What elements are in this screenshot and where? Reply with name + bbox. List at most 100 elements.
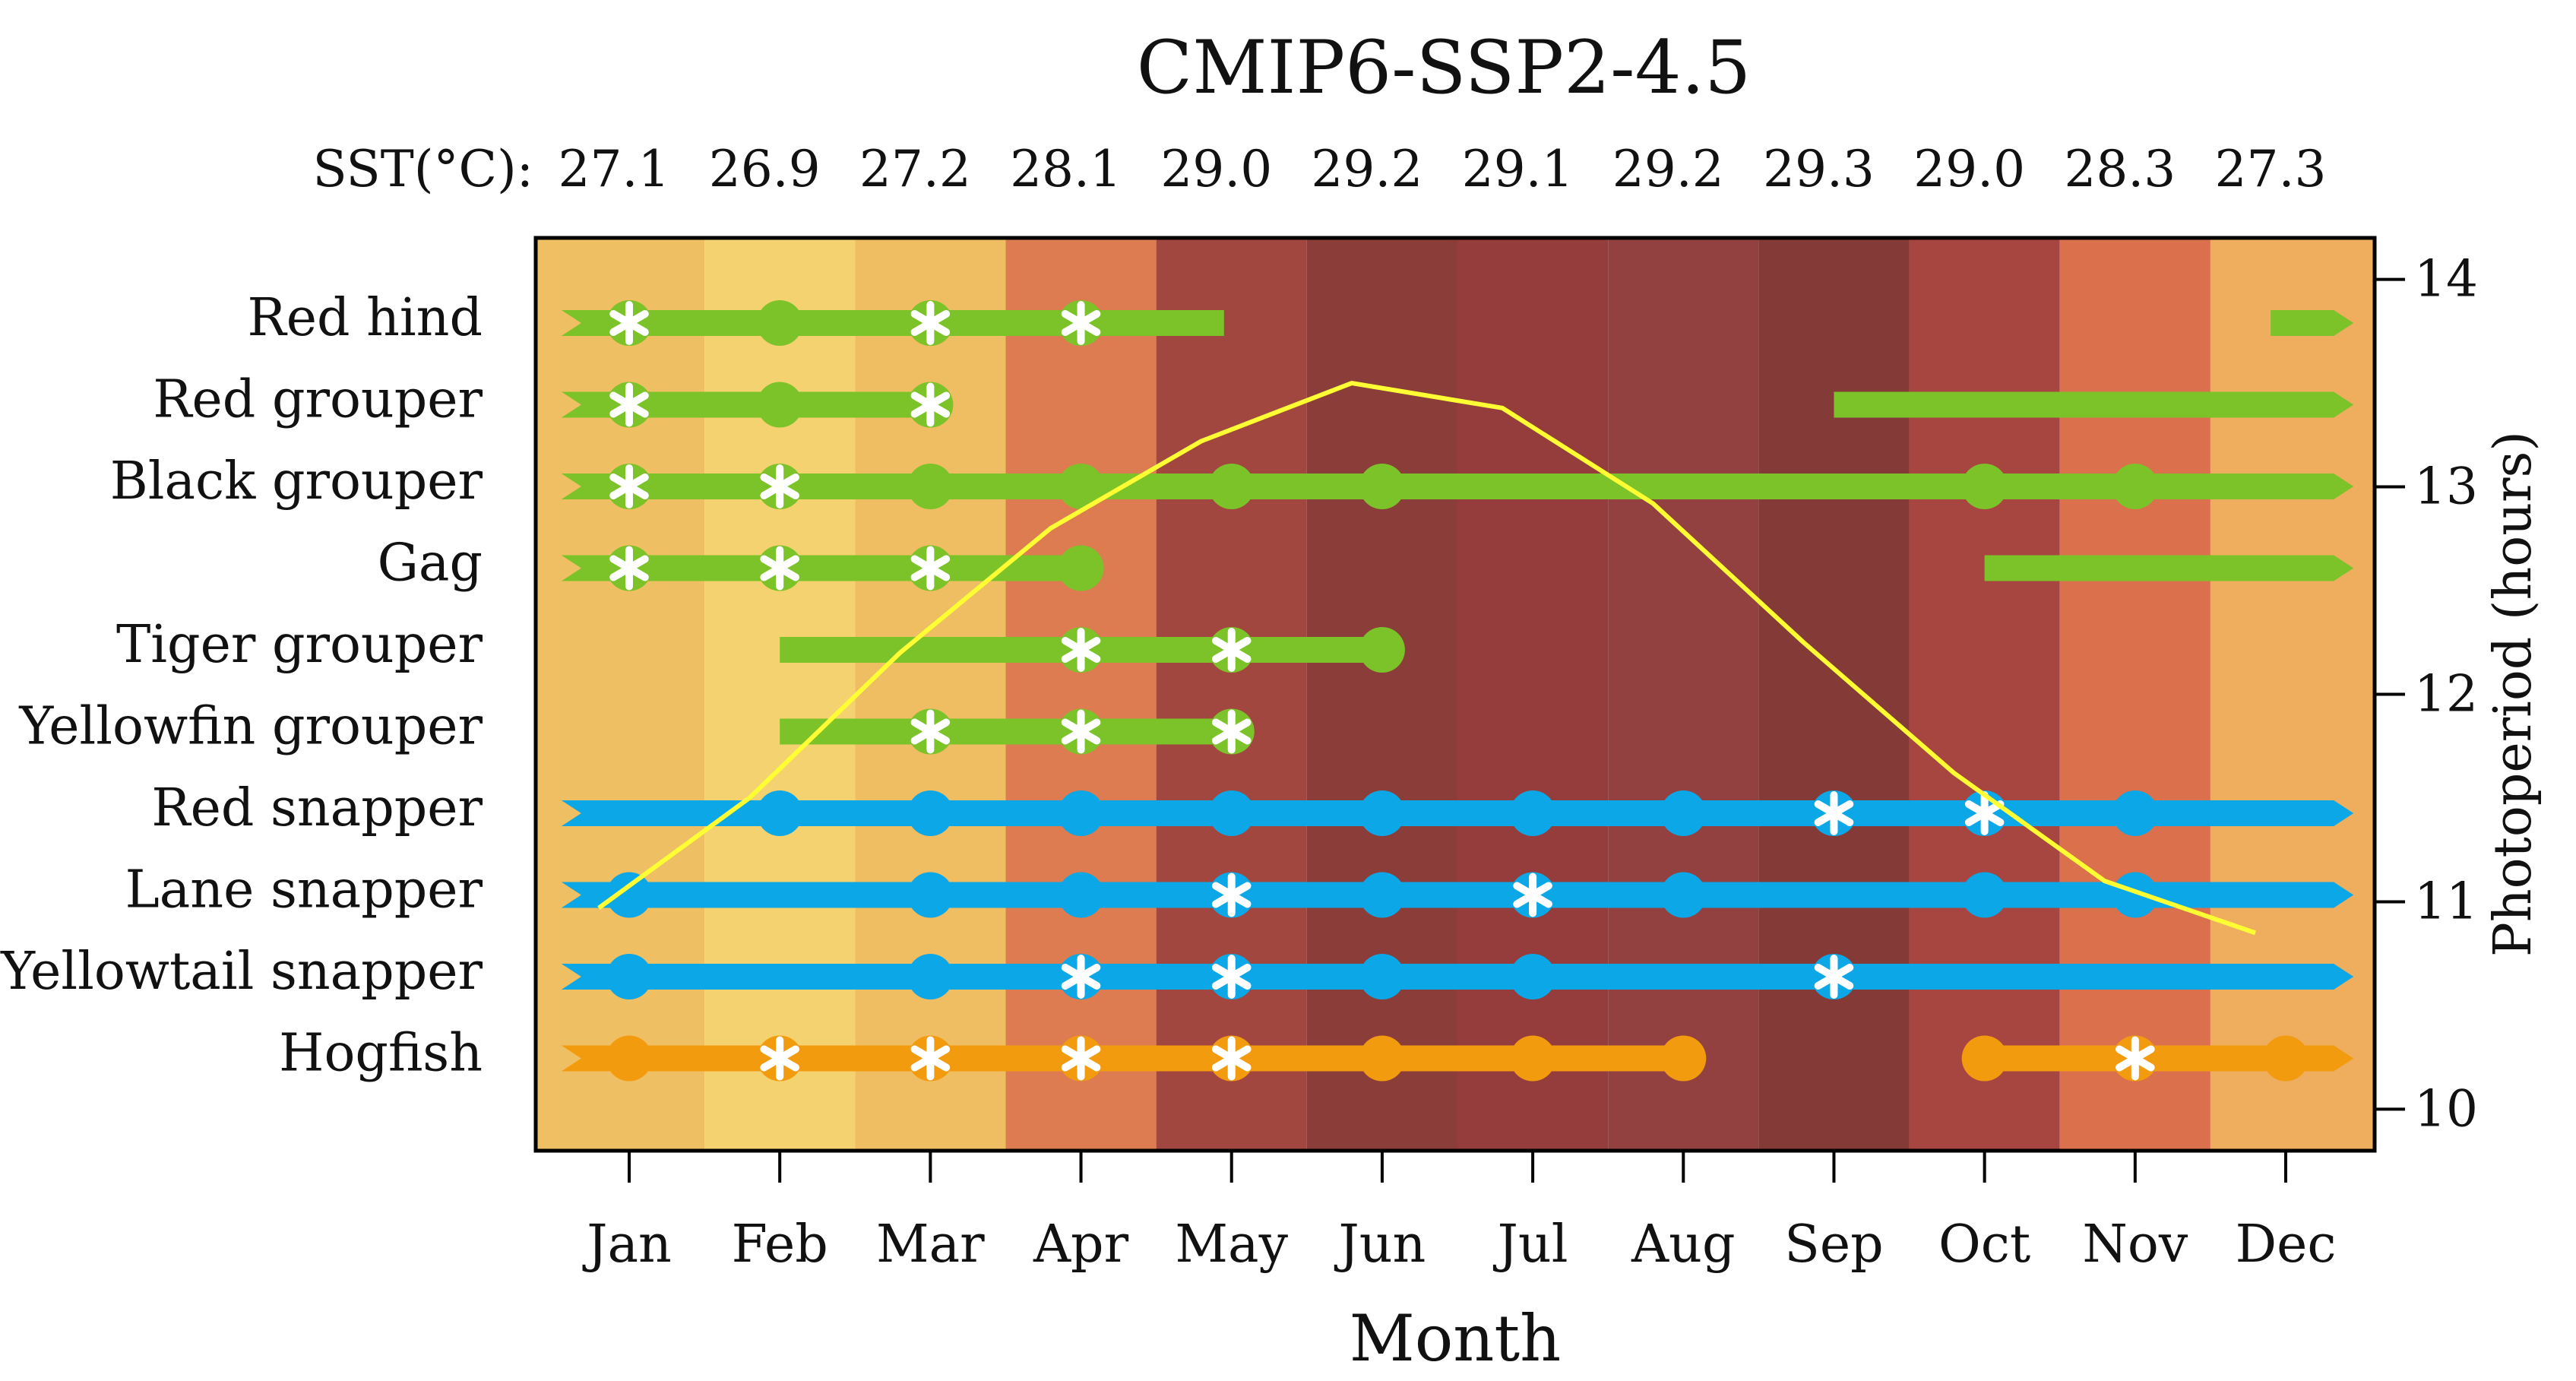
x-axis: Jan Feb Mar Apr May Jun Jul Aug Sep Oct Nov Dec: [582, 1151, 2336, 1275]
month-band-4: [1005, 238, 1157, 1151]
species-label-lane-snapper: Lane snapper: [125, 860, 483, 920]
bar-red-grouper-2: [1834, 391, 2354, 418]
y-axis-right: 10 11 12 13 14: [2375, 250, 2478, 1138]
star-yellowtail-snapper-sep: [1811, 954, 1857, 999]
star-yellowfin-grouper-mar: [907, 708, 954, 755]
species-label-yellowfin-grouper: Yellowfin grouper: [18, 697, 483, 757]
star-lane-snapper-may: [1208, 872, 1255, 918]
dot-red-snapper-aug: [1660, 790, 1707, 836]
dot-hogfish-aug: [1660, 1035, 1707, 1082]
dot-hogfish-oct: [1961, 1035, 2008, 1082]
y-tick-label-10: 10: [2414, 1079, 2478, 1138]
star-lane-snapper-jul: [1510, 872, 1556, 918]
dot-black-grouper-nov: [2112, 464, 2158, 509]
y-tick-label-13: 13: [2414, 458, 2478, 516]
star-yellowfin-grouper-may: [1208, 708, 1255, 755]
species-markers: [606, 300, 2309, 1082]
x-tick-label-sep: Sep: [1784, 1215, 1883, 1275]
sst-value-apr: 28.1: [1010, 140, 1122, 198]
dot-hogfish-dec: [2263, 1035, 2309, 1082]
dot-lane-snapper-oct: [1961, 872, 2008, 918]
x-axis-label: Month: [1350, 1301, 1562, 1376]
dot-black-grouper-jun: [1359, 464, 1405, 509]
species-label-red-grouper: Red grouper: [153, 370, 483, 430]
month-band-9: [1758, 238, 1910, 1151]
sst-value-feb: 26.9: [709, 140, 821, 198]
month-band-10: [1909, 238, 2060, 1151]
sst-value-jul: 29.1: [1462, 140, 1574, 198]
star-red-grouper-mar: [907, 382, 954, 428]
star-red-hind-mar: [907, 300, 954, 346]
dot-tiger-grouper-jun: [1359, 627, 1405, 673]
bar-yellowtail-snapper-1: [561, 964, 2354, 990]
x-tick-label-apr: Apr: [1033, 1215, 1129, 1275]
x-tick-label-feb: Feb: [732, 1215, 828, 1275]
bar-yellowfin-grouper-1: [780, 718, 1232, 745]
species-label-hogfish: Hogfish: [279, 1024, 483, 1084]
y-tick-label-12: 12: [2414, 665, 2478, 724]
x-tick-label-jul: Jul: [1493, 1215, 1568, 1275]
dot-yellowtail-snapper-mar: [907, 954, 954, 999]
x-tick-label-jun: Jun: [1334, 1215, 1426, 1275]
star-red-snapper-sep: [1811, 790, 1857, 836]
dot-lane-snapper-mar: [907, 872, 954, 918]
sst-value-aug: 29.2: [1612, 140, 1724, 198]
y-tick-label-14: 14: [2414, 250, 2478, 309]
sst-values: 27.1 26.9 27.2 28.1 29.0 29.2 29.1 29.2 29.3 29.0…: [559, 140, 2327, 198]
sst-value-oct: 29.0: [1913, 140, 2025, 198]
sst-value-jan: 27.1: [559, 140, 670, 198]
star-red-grouper-jan: [606, 382, 652, 428]
x-tick-label-jan: Jan: [582, 1215, 672, 1275]
month-band-5: [1156, 238, 1307, 1151]
star-gag-mar: [907, 545, 954, 591]
month-band-12: [2210, 238, 2375, 1151]
species-label-tiger-grouper: Tiger grouper: [116, 615, 483, 675]
month-band-3: [855, 238, 1006, 1151]
star-hogfish-nov: [2112, 1035, 2158, 1082]
dot-red-snapper-may: [1208, 790, 1255, 836]
bar-red-hind-2: [2271, 310, 2354, 336]
y-axis-right-label: Photoperiod (hours): [2483, 431, 2543, 957]
x-tick-label-may: May: [1175, 1215, 1288, 1275]
dot-black-grouper-mar: [907, 464, 954, 509]
x-tick-label-aug: Aug: [1631, 1215, 1735, 1275]
dot-red-snapper-apr: [1058, 790, 1104, 836]
month-band-7: [1457, 238, 1609, 1151]
sst-value-nov: 28.3: [2064, 140, 2176, 198]
species-label-gag: Gag: [378, 534, 483, 594]
bar-black-grouper-1: [561, 474, 2354, 499]
dot-yellowtail-snapper-jan: [606, 954, 652, 999]
species-label-yellowtail-snapper: Yellowtail snapper: [0, 942, 483, 1002]
x-tick-label-mar: Mar: [876, 1215, 985, 1275]
star-yellowfin-grouper-apr: [1058, 708, 1104, 755]
x-tick-label-dec: Dec: [2236, 1215, 2337, 1275]
photoperiod-line: [597, 381, 2256, 936]
star-tiger-grouper-apr: [1058, 627, 1104, 673]
month-band-1: [536, 238, 705, 1151]
star-hogfish-mar: [907, 1035, 954, 1082]
dot-lane-snapper-nov: [2112, 872, 2158, 918]
month-band-8: [1608, 238, 1759, 1151]
species-label-red-snapper: Red snapper: [151, 778, 483, 838]
dot-hogfish-jun: [1359, 1035, 1405, 1082]
star-red-hind-jan: [606, 300, 652, 346]
background-bands: [536, 238, 2375, 1151]
dot-yellowtail-snapper-jun: [1359, 954, 1405, 999]
dot-red-snapper-jun: [1359, 790, 1405, 836]
photoperiod-series: [597, 381, 2256, 936]
sst-label: SST(°C):: [312, 140, 533, 198]
star-hogfish-may: [1208, 1035, 1255, 1082]
month-band-6: [1306, 238, 1457, 1151]
star-tiger-grouper-may: [1208, 627, 1255, 673]
dot-yellowtail-snapper-jul: [1510, 954, 1556, 999]
star-gag-feb: [757, 545, 803, 591]
dot-red-grouper-feb: [757, 382, 803, 428]
month-band-2: [704, 238, 856, 1151]
dot-lane-snapper-jun: [1359, 872, 1405, 918]
species-label-black-grouper: Black grouper: [110, 451, 483, 512]
dot-lane-snapper-apr: [1058, 872, 1104, 918]
dot-red-snapper-nov: [2112, 790, 2158, 836]
star-gag-jan: [606, 545, 652, 591]
star-yellowtail-snapper-apr: [1058, 954, 1104, 999]
